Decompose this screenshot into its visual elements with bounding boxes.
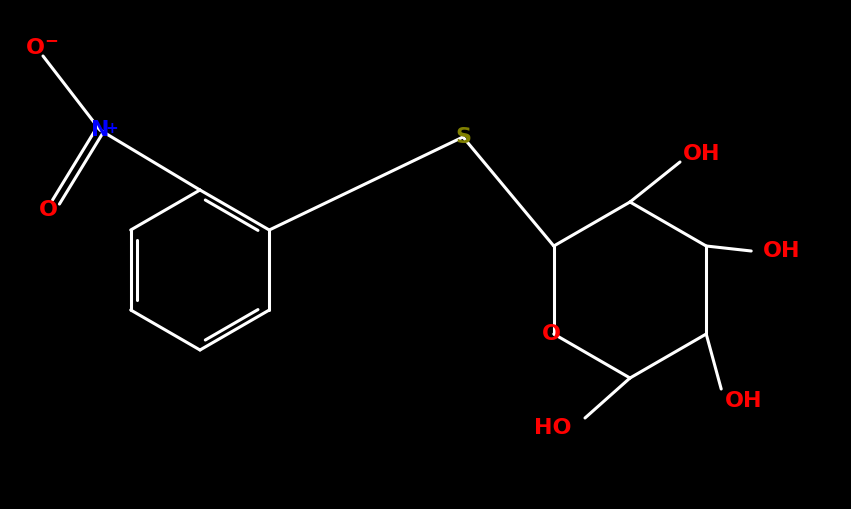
Text: −: − [44, 31, 58, 49]
Text: OH: OH [724, 391, 762, 411]
Text: N: N [91, 120, 109, 140]
Text: S: S [455, 127, 471, 147]
Text: +: + [106, 121, 118, 135]
Text: HO: HO [534, 418, 572, 438]
Text: OH: OH [683, 144, 721, 164]
Text: O: O [542, 324, 562, 344]
Text: O: O [26, 38, 44, 58]
Text: OH: OH [762, 241, 800, 261]
Text: O: O [38, 200, 58, 220]
